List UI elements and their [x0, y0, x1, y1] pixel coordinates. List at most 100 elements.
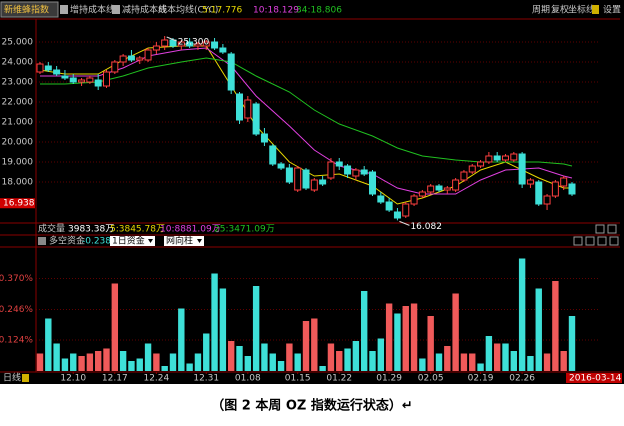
y-tick-label: 21.000: [2, 118, 34, 128]
selector[interactable]: [164, 236, 204, 246]
indicator-bar: [535, 288, 542, 371]
indicator-bar: [111, 283, 119, 371]
candle-body: [227, 53, 235, 91]
candle-body: [211, 41, 219, 49]
candle-body: [277, 163, 285, 169]
dropdown-arrow: [148, 239, 153, 243]
candle-body: [53, 69, 61, 75]
candle-body: [144, 49, 152, 61]
volume-info: 5:3845.78万: [110, 225, 165, 235]
x-tick-label: 02.26: [509, 374, 535, 384]
indicator-bar: [161, 366, 168, 371]
indicator-bar: [227, 341, 235, 371]
indicator-bar: [70, 353, 77, 371]
price-tag-box: [0, 198, 35, 209]
volume-info: 3983.38万: [68, 225, 114, 235]
y-tick-label: 25.000: [2, 38, 34, 48]
candle-body: [551, 181, 559, 197]
icon: [60, 5, 68, 14]
indicator-bar: [136, 358, 143, 371]
candle-body: [502, 155, 509, 161]
index-box[interactable]: [0, 1, 59, 18]
selector-label[interactable]: 1日资金: [112, 235, 145, 247]
indicator-value: -0.238%: [82, 237, 120, 247]
candle-body: [36, 63, 44, 73]
caption: （图 2 本周 OZ 指数运行状态）↵: [211, 398, 413, 414]
volume-info: 10:8881.09万: [160, 225, 221, 235]
indicator-bar: [469, 353, 476, 371]
ma-label: 5:17.776: [202, 6, 243, 16]
y-tick-label: 19.000: [2, 158, 34, 168]
candle-body: [186, 41, 194, 47]
price-tag: 16.938: [3, 199, 35, 209]
candle-body: [69, 77, 77, 83]
candle-body: [86, 77, 94, 83]
x-tick-label: 12.17: [102, 374, 128, 384]
indicator-bar: [78, 356, 85, 371]
indicator-bar: [153, 353, 160, 371]
panel-button[interactable]: [595, 224, 605, 234]
candle-body: [152, 45, 160, 51]
indicator-bar: [119, 351, 127, 371]
indicator-bar: [219, 288, 227, 371]
candle-body: [385, 201, 393, 211]
toolbar-item[interactable]: 成本均线(CYC): [158, 4, 218, 16]
panel-button[interactable]: [607, 224, 617, 234]
indicator-bar: [302, 321, 310, 371]
candle-body: [310, 179, 318, 191]
toolbar-right[interactable]: 周期: [532, 5, 550, 16]
indicator-bar: [452, 293, 459, 371]
x-tick-label: 02.19: [468, 374, 494, 384]
volume-title: 成交量: [38, 223, 65, 235]
x-tick-label: 01.22: [326, 374, 352, 384]
y-tick-label: 22.000: [2, 98, 34, 108]
selector[interactable]: [110, 236, 155, 246]
candle-body: [202, 41, 210, 47]
indicator-bar: [410, 303, 418, 371]
icon: [112, 5, 120, 14]
toolbar-item[interactable]: 减持成本线: [122, 4, 167, 16]
candle-body: [435, 185, 443, 191]
indicator-bar: [169, 353, 177, 371]
indicator-bar: [518, 258, 526, 371]
panel-button[interactable]: [573, 236, 583, 246]
indicator-bar: [277, 361, 285, 371]
panel-button[interactable]: [585, 236, 595, 246]
toolbar-right[interactable]: 复权: [551, 4, 569, 16]
toolbar-item[interactable]: 增持成本线: [70, 4, 115, 16]
indicator-bar: [327, 343, 335, 371]
icon: [38, 237, 46, 245]
annotation: 16.082: [410, 222, 442, 232]
x-tick-label: 12.24: [143, 374, 169, 384]
indicator-bar: [477, 363, 484, 371]
x-tick-label: 01.15: [285, 374, 311, 384]
candle-body: [269, 145, 277, 165]
ma-line: [40, 47, 573, 195]
x-tick-label: 02.05: [418, 374, 444, 384]
indicator-bar: [294, 353, 301, 371]
candle-body: [103, 71, 110, 87]
index-name[interactable]: 新维蜂指数: [4, 4, 49, 16]
panel-button[interactable]: [609, 236, 619, 246]
indicator-bar: [128, 361, 135, 371]
indicator-bar: [269, 353, 276, 371]
candle-body: [219, 47, 227, 53]
indicator-bar: [236, 346, 243, 371]
indicator-bar: [61, 358, 69, 371]
candle-body: [111, 61, 119, 73]
indicator-bar: [203, 333, 210, 371]
toolbar-right[interactable]: 设置: [603, 5, 621, 16]
candle-body: [543, 195, 551, 205]
selector-label[interactable]: 网向柱: [166, 235, 193, 247]
indicator-bar: [560, 351, 567, 371]
candle-body: [127, 55, 135, 61]
candle-body: [352, 169, 360, 177]
candle-body: [252, 103, 260, 135]
panel-button[interactable]: [597, 236, 607, 246]
candle-body: [402, 203, 410, 217]
candle-body: [360, 169, 368, 175]
indicator-bar: [36, 353, 44, 371]
toolbar-right[interactable]: 坐标线: [568, 4, 595, 16]
candle-body: [177, 41, 185, 47]
